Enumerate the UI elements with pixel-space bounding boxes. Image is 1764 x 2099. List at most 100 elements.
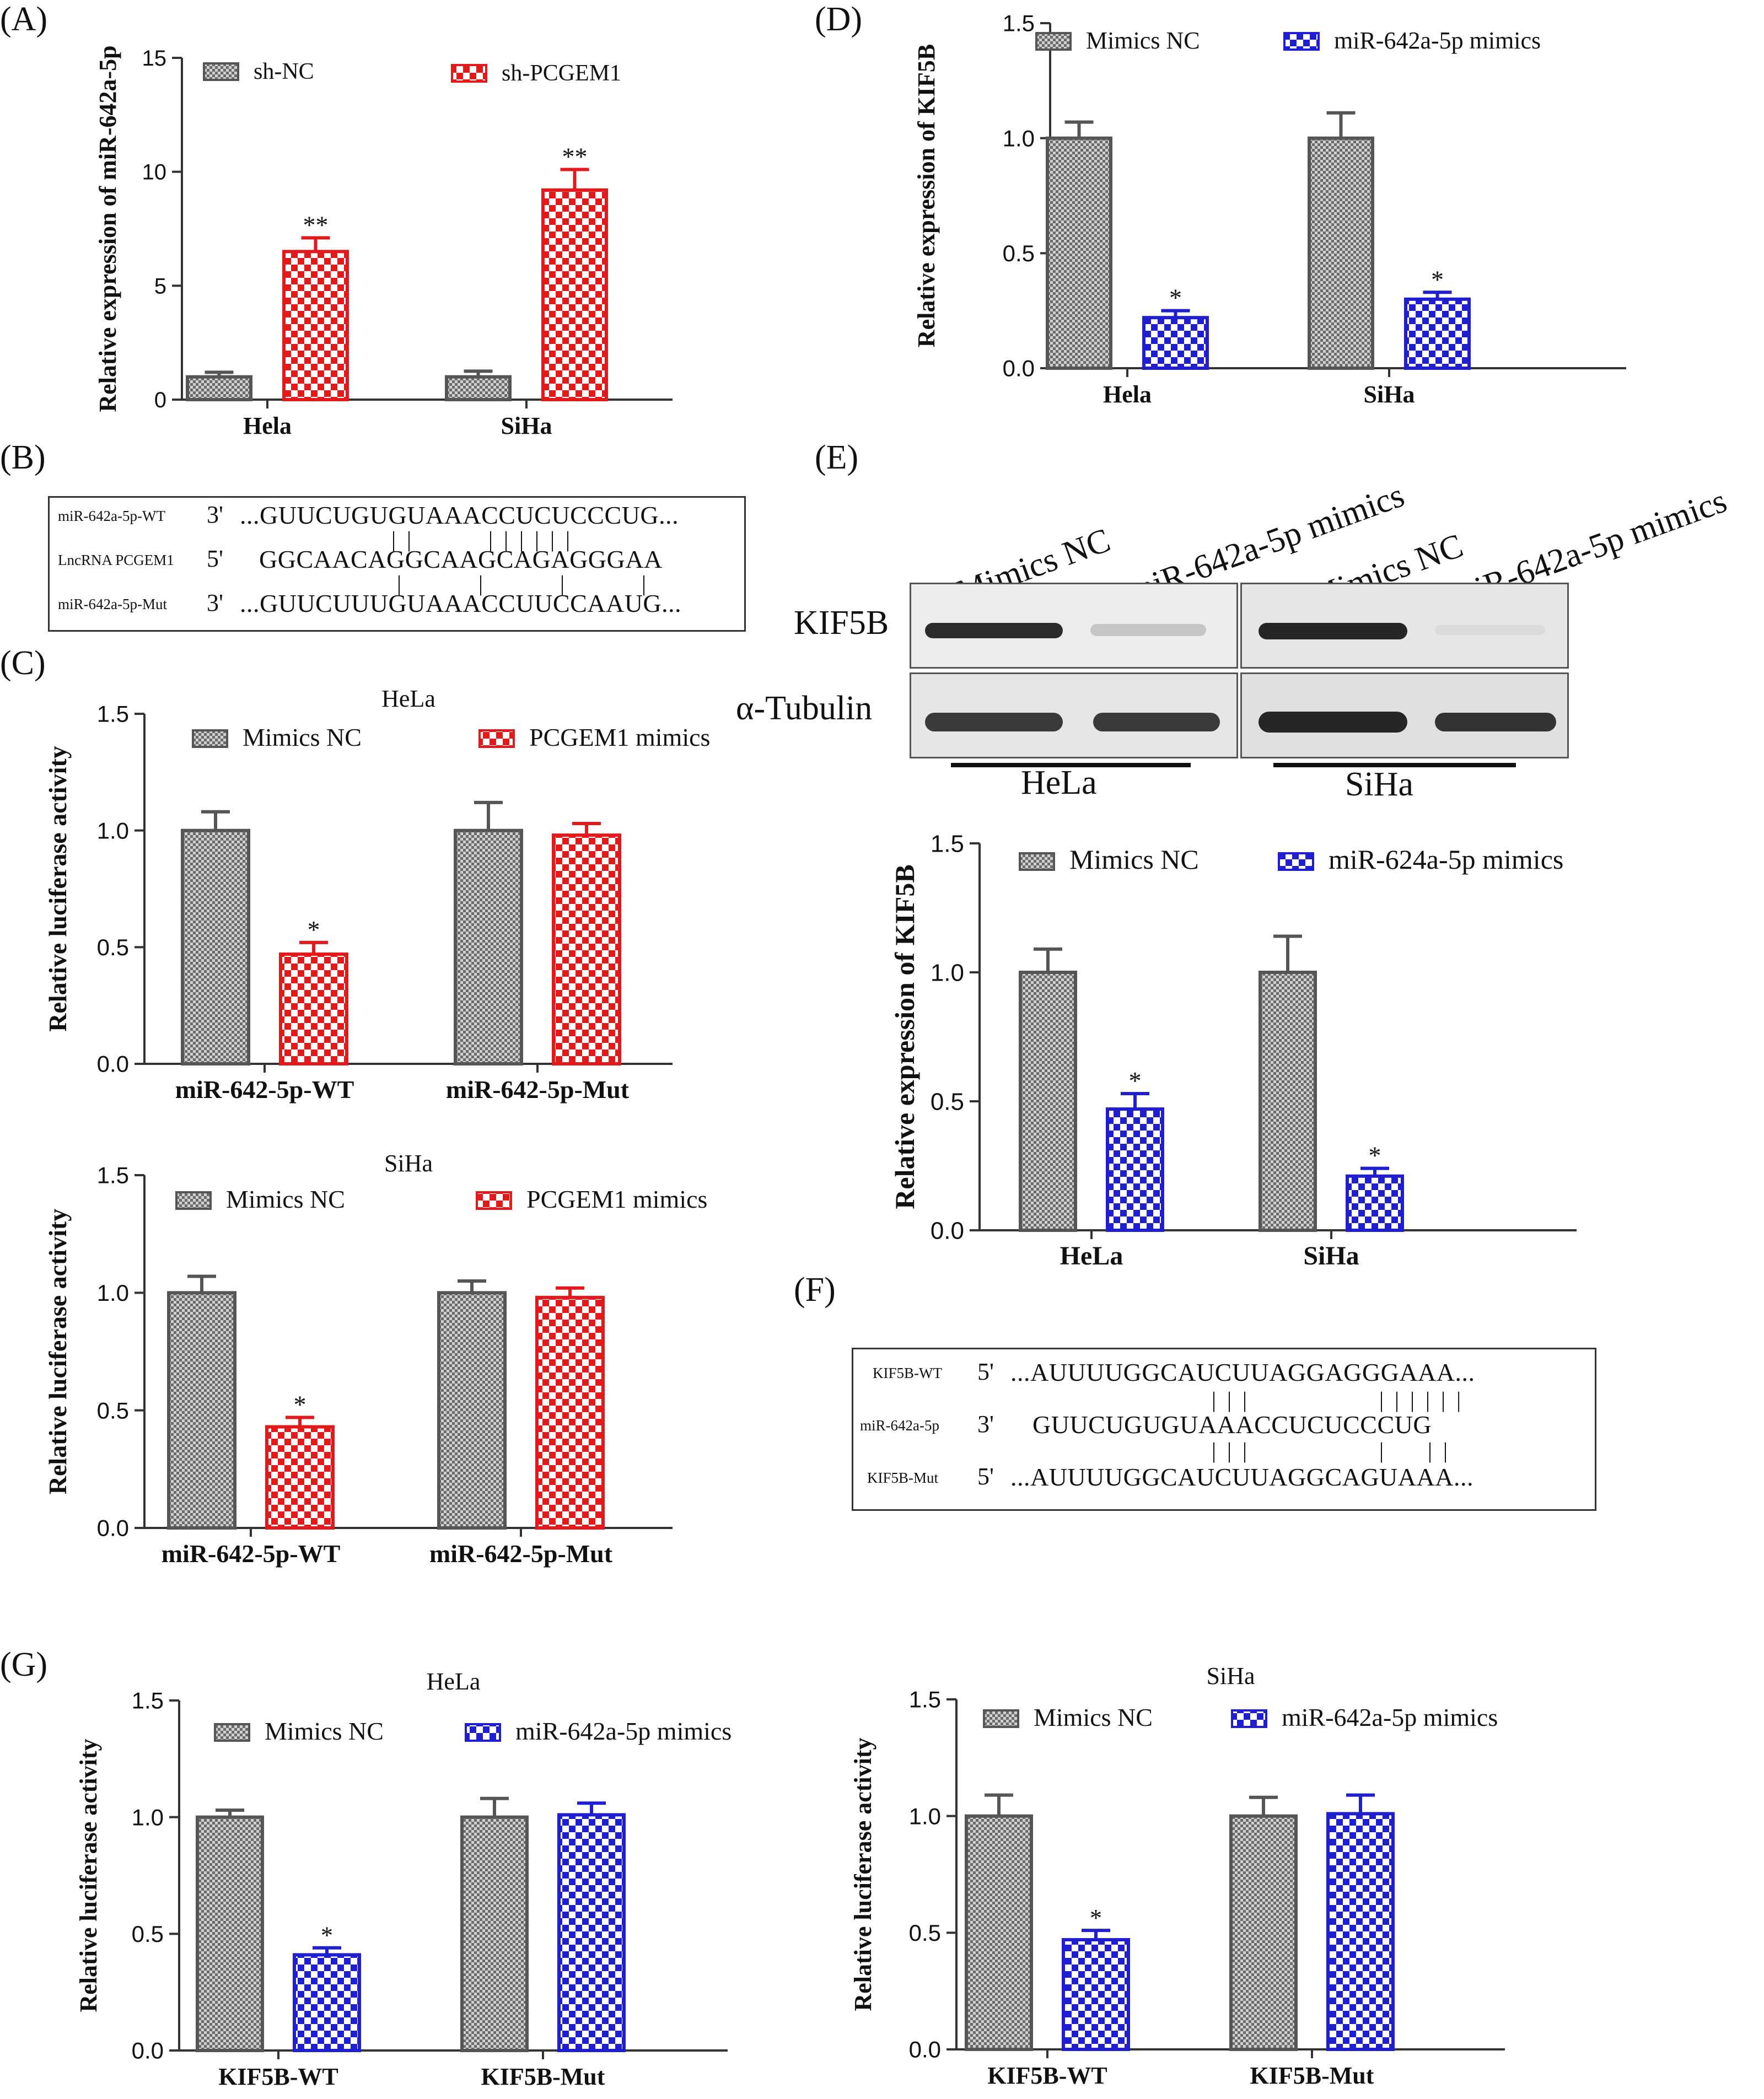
legend-swatch bbox=[1035, 32, 1072, 51]
y-tick-label: 5 bbox=[154, 274, 166, 298]
seq-prime: 5' bbox=[207, 545, 223, 572]
y-tick-label: 1.0 bbox=[97, 817, 129, 843]
y-axis-label: Relative luciferase activity bbox=[75, 1739, 102, 2012]
legend-label: miR-624a-5p mimics bbox=[1329, 844, 1563, 875]
bar bbox=[279, 952, 348, 1065]
chart-c1: HeLa 0.0 0.5 1.0 1.5 Relative luciferase acti… bbox=[44, 685, 710, 1104]
seq-name: KIF5B-WT bbox=[873, 1365, 942, 1381]
bar bbox=[282, 250, 349, 401]
panel-label-e: (E) bbox=[815, 439, 859, 476]
legend-label: miR-642a-5p mimics bbox=[1282, 1703, 1498, 1731]
bar bbox=[557, 1813, 626, 2052]
significance-mark: * bbox=[1169, 284, 1182, 312]
bar bbox=[460, 1815, 529, 2052]
x-tick-label: miR-642-5p-Mut bbox=[446, 1075, 630, 1104]
legend-swatch bbox=[192, 729, 228, 748]
pairing-lines: | | | | | | | | bbox=[391, 527, 571, 552]
significance-mark: * bbox=[294, 1390, 306, 1418]
sequence-box-f: KIF5B-WT 5' ...AUUUUGGCAUCUUAGGAGGGAAA..… bbox=[852, 1348, 1596, 1511]
band bbox=[1435, 713, 1556, 731]
x-tick-label: SiHa bbox=[501, 412, 552, 439]
legend-label: Mimics NC bbox=[1069, 844, 1199, 875]
band bbox=[925, 713, 1063, 731]
blot-kif5b-hela bbox=[910, 583, 1238, 669]
bar bbox=[1346, 1174, 1404, 1232]
band bbox=[1090, 624, 1206, 636]
chart-title: SiHa bbox=[384, 1150, 433, 1177]
x-tick-label: miR-642-5p-WT bbox=[162, 1540, 341, 1568]
seq-text: ...AUUUUGGCAUCUUAGGAGGGAAA... bbox=[1010, 1358, 1475, 1386]
bar bbox=[186, 375, 252, 402]
y-tick-label: 1.0 bbox=[1003, 125, 1035, 151]
legend-label: Mimics NC bbox=[265, 1717, 384, 1745]
panel-label-c: (C) bbox=[0, 644, 46, 682]
band bbox=[1259, 712, 1407, 733]
y-tick-label: 0.0 bbox=[132, 2038, 164, 2064]
legend-swatch bbox=[451, 64, 487, 83]
seq-text: GUUCUGUGUAAACCUCUCCCUG bbox=[1032, 1411, 1432, 1439]
legend-swatch bbox=[203, 62, 239, 81]
bar bbox=[1062, 1938, 1130, 2051]
y-tick-label: 1.0 bbox=[97, 1280, 129, 1306]
legend-swatch bbox=[1231, 1709, 1267, 1728]
significance-mark: * bbox=[1090, 1904, 1102, 1931]
bar bbox=[265, 1425, 335, 1530]
y-tick-label: 0.0 bbox=[97, 1051, 129, 1077]
x-tick-label: KIF5B-Mut bbox=[1250, 2062, 1374, 2089]
y-tick-label: 0.5 bbox=[931, 1088, 964, 1115]
sequence-box-b: miR-642a-5p-WT 3' ...GUUCUGUGUAAACCUCUCC… bbox=[48, 496, 746, 632]
y-tick-label: 1.0 bbox=[931, 959, 964, 986]
significance-mark: * bbox=[1129, 1067, 1142, 1095]
chart-d: 0.0 0.5 1.0 1.5 Relative expression of KIF5B… bbox=[913, 10, 1626, 408]
significance-mark: * bbox=[1431, 265, 1444, 293]
legend-swatch bbox=[478, 729, 515, 748]
y-tick-label: 0.5 bbox=[97, 1397, 129, 1423]
bar bbox=[454, 828, 523, 1065]
y-axis-label: Relative luciferase activity bbox=[44, 1209, 72, 1495]
bar bbox=[196, 1815, 264, 2052]
blot-tubulin-siha bbox=[1240, 672, 1569, 758]
bar bbox=[1106, 1107, 1164, 1232]
chart-g1: HeLa 0.0 0.5 1.0 1.5 Relative luciferase acti… bbox=[75, 1668, 732, 2090]
chart-c2: SiHa 0.0 0.5 1.0 1.5 Relative luciferase acti… bbox=[44, 1150, 707, 1568]
legend-label: sh-PCGEM1 bbox=[502, 61, 621, 86]
bar bbox=[1308, 136, 1374, 370]
bar bbox=[1326, 1812, 1395, 2051]
panel-label-d: (D) bbox=[815, 1, 863, 38]
y-tick-label: 15 bbox=[142, 46, 167, 71]
blot-tubulin-hela bbox=[910, 672, 1238, 758]
x-tick-label: Hela bbox=[1103, 381, 1152, 408]
bar bbox=[167, 1291, 236, 1530]
seq-prime: 5' bbox=[977, 1358, 994, 1385]
seq-name: LncRNA PCGEM1 bbox=[58, 552, 174, 568]
x-tick-label: SiHa bbox=[1364, 381, 1415, 408]
legend-swatch bbox=[1283, 32, 1320, 51]
y-tick-label: 1.5 bbox=[97, 1162, 129, 1188]
bar bbox=[1404, 297, 1471, 370]
chart-title: HeLa bbox=[381, 685, 435, 712]
y-tick-label: 1.5 bbox=[909, 1687, 941, 1713]
y-tick-label: 1.5 bbox=[1003, 10, 1035, 36]
seq-prime: 3' bbox=[207, 501, 223, 528]
legend-swatch bbox=[983, 1709, 1019, 1728]
chart-title: HeLa bbox=[427, 1668, 481, 1695]
seq-name: miR-642a-5p-WT bbox=[58, 508, 165, 524]
x-tick-label: SiHa bbox=[1303, 1241, 1359, 1271]
chart-g2: SiHa 0.0 0.5 1.0 1.5 Relative luciferase acti… bbox=[849, 1662, 1505, 2089]
panel-label-f: (F) bbox=[794, 1271, 836, 1309]
y-axis-label: Relative expression of KIF5B bbox=[889, 864, 920, 1209]
bar bbox=[1259, 971, 1317, 1232]
legend-label: Mimics NC bbox=[243, 723, 362, 751]
y-axis-label: Relative expression of KIF5B bbox=[913, 44, 940, 347]
blot-row-label-tubulin: α-Tubulin bbox=[736, 690, 873, 727]
bar bbox=[1142, 316, 1209, 370]
blot-group-label: SiHa bbox=[1345, 766, 1413, 803]
y-tick-label: 0.5 bbox=[97, 934, 129, 960]
legend-label: miR-642a-5p mimics bbox=[515, 1717, 732, 1745]
legend-label: Mimics NC bbox=[1034, 1703, 1153, 1731]
bar bbox=[1019, 971, 1077, 1232]
y-tick-label: 1.5 bbox=[97, 701, 129, 727]
significance-mark: * bbox=[321, 1922, 333, 1949]
x-tick-label: KIF5B-WT bbox=[987, 2062, 1107, 2089]
